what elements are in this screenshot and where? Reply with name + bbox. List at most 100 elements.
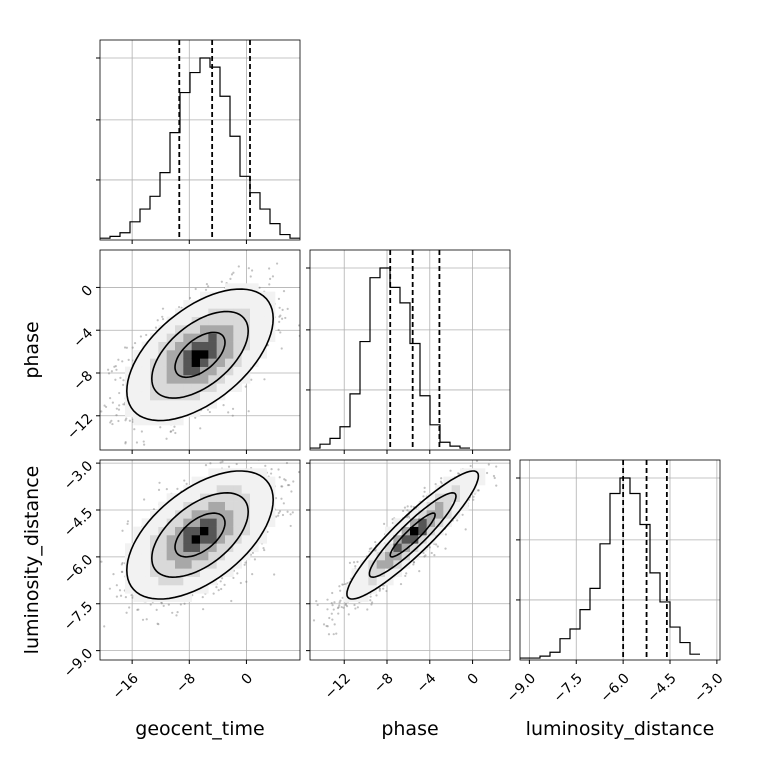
density-cell — [183, 485, 192, 494]
density-cell — [250, 283, 259, 292]
sample-point — [327, 633, 331, 636]
sample-point — [457, 472, 460, 475]
density-cell — [376, 551, 386, 561]
density-cell — [133, 366, 142, 376]
sample-point — [303, 307, 305, 309]
density-cell — [175, 400, 184, 409]
density-cell — [166, 325, 176, 334]
sample-point — [145, 333, 148, 337]
panel-frame-phase-luminosity_distance — [309, 459, 511, 661]
density-cell — [418, 510, 427, 519]
density-cell — [158, 408, 167, 417]
contour-line — [125, 470, 275, 600]
sample-point — [91, 631, 93, 633]
density-cell — [266, 316, 276, 326]
density-cell — [191, 510, 201, 519]
density-cell — [233, 325, 242, 334]
density-cell — [191, 485, 201, 494]
sample-point — [202, 608, 205, 611]
sample-point — [165, 488, 168, 491]
sample-point — [160, 602, 163, 605]
density-cell — [158, 518, 167, 527]
sample-point — [165, 437, 168, 440]
sample-point — [369, 599, 372, 602]
density-cell — [150, 358, 159, 367]
density-cell — [141, 543, 151, 552]
sample-point — [207, 285, 210, 288]
sample-point — [402, 509, 405, 513]
sample-point — [339, 589, 342, 592]
sample-point — [333, 623, 336, 626]
density-cell — [183, 543, 192, 552]
sample-point — [169, 430, 172, 433]
sample-point — [271, 275, 275, 278]
density-cell — [208, 358, 217, 367]
sample-point — [289, 524, 292, 528]
sample-point — [222, 403, 225, 407]
sample-point — [114, 378, 117, 381]
sample-point — [115, 407, 118, 410]
density-cell — [216, 535, 226, 544]
density-cell — [133, 576, 142, 586]
density-cell — [360, 568, 369, 577]
density-cell — [175, 375, 184, 384]
sample-point — [128, 606, 131, 609]
density-cell — [460, 493, 469, 502]
sample-point — [108, 587, 111, 590]
density-cell — [241, 476, 251, 486]
sample-point — [194, 287, 197, 291]
density-cell — [351, 576, 361, 586]
density-cell — [191, 350, 201, 359]
x-tick-label: 0 — [465, 670, 483, 688]
density-cell — [141, 350, 151, 359]
density-cell — [175, 593, 184, 602]
density-cell — [191, 383, 201, 392]
density-cell — [200, 576, 209, 586]
density-cell — [208, 468, 217, 477]
density-cell — [258, 535, 267, 544]
density-cell — [183, 518, 192, 527]
density-cell — [241, 341, 251, 351]
density-cell — [183, 408, 192, 417]
density-cell — [166, 400, 176, 409]
density-cell — [410, 551, 419, 561]
sample-point — [369, 595, 372, 598]
density-cell — [418, 535, 427, 544]
density-cell — [158, 551, 167, 561]
sample-point — [339, 599, 342, 602]
density-cell — [208, 375, 217, 384]
sample-point — [254, 457, 256, 459]
density-cell — [258, 518, 267, 527]
sample-point — [277, 514, 280, 517]
sample-point — [135, 441, 139, 444]
sample-point — [133, 428, 136, 431]
density-cell — [183, 510, 192, 519]
histogram-geocent_time — [100, 57, 300, 239]
density-cell — [166, 408, 176, 417]
density-cell — [208, 518, 217, 527]
density-cell — [141, 400, 151, 409]
density-cell — [166, 333, 176, 342]
sample-point — [399, 582, 403, 586]
density-cell — [191, 341, 201, 351]
density-cell — [175, 391, 184, 401]
sample-point — [231, 414, 234, 417]
sample-point — [111, 401, 114, 404]
density-cell — [166, 510, 176, 519]
sample-point — [278, 320, 281, 323]
sample-point — [406, 515, 409, 519]
density-cell — [133, 526, 142, 536]
density-cell — [166, 501, 176, 511]
density-cell — [200, 526, 209, 536]
x-tick-label: −7.5 — [551, 670, 586, 705]
density-cell — [150, 341, 159, 351]
density-cell — [158, 366, 167, 376]
density-cell — [233, 300, 242, 309]
density-cell — [241, 468, 251, 477]
density-cell — [225, 560, 234, 569]
sample-point — [143, 498, 146, 501]
density-cell — [175, 493, 184, 502]
sample-point — [202, 457, 204, 459]
density-cell — [266, 333, 276, 342]
contour-line — [389, 512, 436, 558]
